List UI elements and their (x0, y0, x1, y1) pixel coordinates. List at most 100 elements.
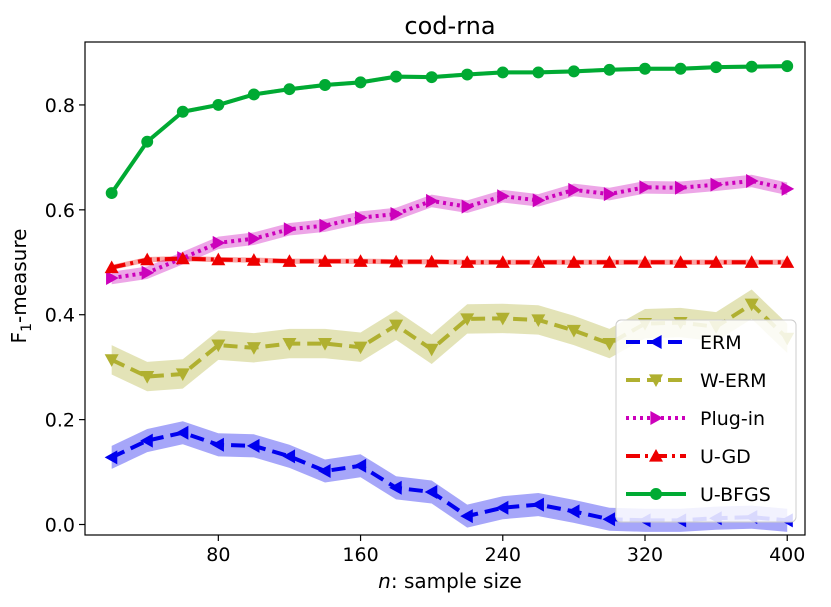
point-w-erm (175, 368, 190, 381)
point-w-erm (495, 312, 510, 326)
point-erm (495, 500, 509, 515)
series-line-u-gd (111, 256, 788, 270)
band-erm (111, 421, 788, 532)
point-u-bfgs (781, 60, 794, 73)
series-line-plug-in (111, 178, 788, 280)
point-w-erm (460, 313, 475, 326)
point-plug-in (639, 180, 652, 195)
x-tick-label: 400 (769, 544, 805, 566)
point-u-gd (353, 254, 368, 267)
point-plug-in (106, 271, 119, 286)
point-u-gd (495, 255, 510, 268)
point-plug-in (710, 177, 724, 192)
legend-marker-plug-in (650, 411, 663, 425)
point-erm (104, 450, 118, 465)
legend-label-erm: ERM (700, 332, 742, 354)
point-erm (282, 449, 296, 464)
point-w-erm (424, 343, 439, 357)
point-erm (460, 509, 473, 524)
series-line-u-bfgs (110, 64, 788, 195)
point-erm (566, 504, 580, 519)
point-plug-in (426, 193, 439, 208)
point-u-bfgs (674, 62, 687, 75)
point-u-bfgs (212, 98, 225, 111)
point-u-gd (638, 255, 652, 268)
point-u-gd (709, 255, 724, 268)
y-tick-label: 0.2 (45, 410, 75, 432)
point-plug-in (248, 231, 261, 246)
point-w-erm (246, 342, 261, 355)
x-tick-label: 320 (627, 544, 663, 566)
plot-frame (84, 41, 806, 536)
x-axis-label: n: sample size (378, 569, 522, 593)
y-tick-label: 0.4 (45, 305, 75, 327)
point-plug-in (497, 189, 510, 204)
point-u-gd (175, 251, 190, 265)
point-u-gd (140, 252, 155, 266)
point-u-gd (780, 255, 795, 268)
point-plug-in (461, 199, 475, 214)
point-plug-in (283, 222, 297, 237)
point-u-bfgs (105, 187, 118, 199)
point-u-bfgs (390, 70, 403, 83)
legend-marker-erm (649, 335, 662, 349)
point-w-erm (104, 354, 119, 367)
legend-label-plug-in: Plug-in (700, 408, 765, 430)
point-plug-in (781, 181, 795, 196)
point-plug-in (746, 173, 759, 188)
point-u-bfgs (141, 135, 154, 148)
point-erm (140, 433, 153, 448)
point-u-bfgs (283, 83, 296, 96)
point-plug-in (568, 182, 581, 197)
point-u-gd (211, 252, 226, 266)
legend-marker-u-gd (649, 449, 663, 462)
point-u-bfgs (710, 61, 723, 74)
x-tick-label: 80 (206, 544, 230, 566)
point-erm (211, 437, 224, 452)
point-u-gd (744, 255, 759, 268)
x-tick-label: 240 (485, 544, 521, 566)
point-u-gd (531, 255, 546, 268)
x-tick-label: 160 (342, 544, 378, 566)
point-erm (531, 497, 544, 512)
point-w-erm (602, 337, 617, 351)
point-u-bfgs (496, 66, 509, 79)
y-tick-label: 0.6 (45, 200, 75, 222)
point-w-erm (211, 339, 226, 353)
point-w-erm (353, 341, 368, 355)
point-plug-in (532, 193, 546, 208)
point-u-bfgs (319, 79, 331, 91)
point-u-gd (566, 255, 581, 268)
point-u-gd (282, 254, 297, 267)
point-u-bfgs (461, 68, 474, 81)
point-u-bfgs (745, 60, 758, 73)
legend-label-w-erm: W-ERM (700, 370, 766, 392)
legend-marker-u-bfgs (650, 488, 662, 500)
point-erm (246, 438, 260, 453)
point-u-bfgs (603, 63, 616, 76)
point-plug-in (319, 218, 332, 233)
y-axis-label: F1-measure (7, 229, 35, 344)
point-u-gd (246, 253, 261, 266)
point-u-gd (673, 255, 688, 268)
point-w-erm (318, 337, 332, 351)
legend-marker-w-erm (649, 374, 663, 387)
point-plug-in (603, 187, 617, 202)
point-u-gd (602, 255, 617, 268)
legend: ERM W-ERM Plug-in U-GD U-BFGS (615, 319, 797, 523)
y-tick-label: 0.0 (45, 515, 75, 537)
point-erm (602, 512, 616, 527)
point-erm (175, 425, 189, 440)
chart-title: cod-rna (404, 12, 495, 40)
point-u-bfgs (354, 76, 367, 89)
point-plug-in (141, 265, 155, 280)
point-u-gd (424, 254, 439, 268)
axes: 80 160 240 320 400 0.0 0.2 0.4 0.6 0.8 (45, 41, 806, 566)
point-w-erm (566, 324, 581, 338)
point-w-erm (389, 319, 404, 333)
point-plug-in (354, 210, 368, 225)
point-u-bfgs (176, 105, 189, 118)
band-w-erm (111, 289, 788, 392)
point-u-gd (104, 260, 119, 274)
